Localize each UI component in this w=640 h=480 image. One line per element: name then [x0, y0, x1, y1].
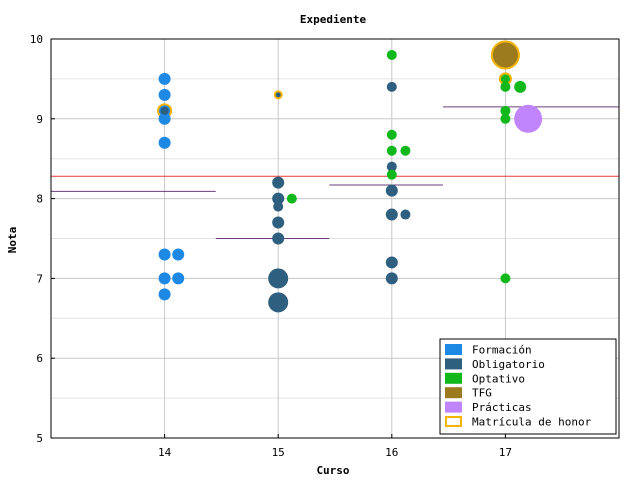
point-formacion [172, 272, 185, 285]
point-obligatorio [275, 91, 282, 98]
point-optativo [386, 49, 397, 60]
legend-swatch-formacion [445, 344, 462, 355]
point-formacion [158, 288, 171, 301]
point-optativo [500, 113, 511, 124]
point-obligatorio [160, 106, 169, 115]
y-axis-label: Nota [6, 227, 19, 254]
point-obligatorio [272, 192, 285, 205]
point-optativo [514, 80, 527, 93]
y-tick-label: 5 [36, 432, 43, 445]
point-formacion [172, 248, 185, 261]
honor-ring [273, 90, 283, 100]
legend-label-tfg: TFG [472, 387, 492, 400]
y-tick-label: 10 [30, 33, 43, 46]
point-optativo [500, 81, 511, 92]
point-obligatorio [385, 208, 398, 221]
point-obligatorio [386, 161, 397, 172]
legend-swatch-honor [445, 416, 462, 427]
point-formacion [158, 88, 171, 101]
y-tick-label: 6 [36, 352, 43, 365]
x-tick-label: 16 [385, 446, 398, 459]
legend-swatch-optativo [445, 372, 462, 384]
point-optativo [400, 145, 411, 156]
legend-label-honor: Matrícula de honor [472, 416, 592, 429]
point-obligatorio [386, 81, 397, 92]
chart-title: Expediente [300, 13, 367, 26]
point-optativo [386, 169, 397, 180]
y-tick-label: 7 [36, 272, 43, 285]
x-tick-label: 15 [272, 446, 285, 459]
point-formacion [158, 136, 171, 149]
point-tfg [492, 41, 519, 68]
point-formacion [158, 248, 171, 261]
legend-swatch-tfg [445, 387, 462, 399]
point-obligatorio [385, 256, 398, 269]
point-formacion [158, 72, 171, 85]
legend-label-formacion: Formación [472, 344, 532, 357]
plot-frame [50, 38, 620, 439]
point-optativo [386, 129, 397, 140]
point-obligatorio [268, 268, 289, 289]
point-obligatorio [400, 209, 411, 220]
point-optativo [500, 105, 511, 116]
y-tick-label: 8 [36, 193, 43, 206]
point-practicas [514, 104, 543, 133]
point-optativo [386, 145, 397, 156]
point-formacion [158, 272, 171, 285]
point-obligatorio [272, 216, 285, 229]
legend-swatch-obligatorio [445, 358, 462, 370]
point-optativo [500, 73, 511, 84]
legend-label-obligatorio: Obligatorio [472, 358, 545, 371]
honor-ring [490, 40, 520, 70]
point-obligatorio [268, 292, 289, 313]
point-optativo [500, 273, 511, 284]
legend-box [439, 338, 617, 435]
point-obligatorio [385, 272, 398, 285]
x-tick-label: 17 [499, 446, 512, 459]
data-points [157, 40, 543, 313]
point-obligatorio [385, 184, 398, 197]
point-obligatorio [273, 201, 284, 212]
legend-swatch-practicas [445, 401, 462, 413]
axis-ticks: 5 6 7 8 9 10 14 15 16 17 [30, 33, 512, 459]
y-tick-label: 9 [36, 113, 43, 126]
x-tick-label: 14 [158, 446, 172, 459]
legend-label-practicas: Prácticas [472, 401, 532, 414]
point-obligatorio [272, 232, 285, 245]
legend-label-optativo: Optativo [472, 372, 525, 385]
x-axis-label: Curso [316, 464, 349, 477]
point-formacion [158, 112, 171, 125]
point-optativo [286, 193, 297, 204]
point-obligatorio [272, 176, 285, 189]
